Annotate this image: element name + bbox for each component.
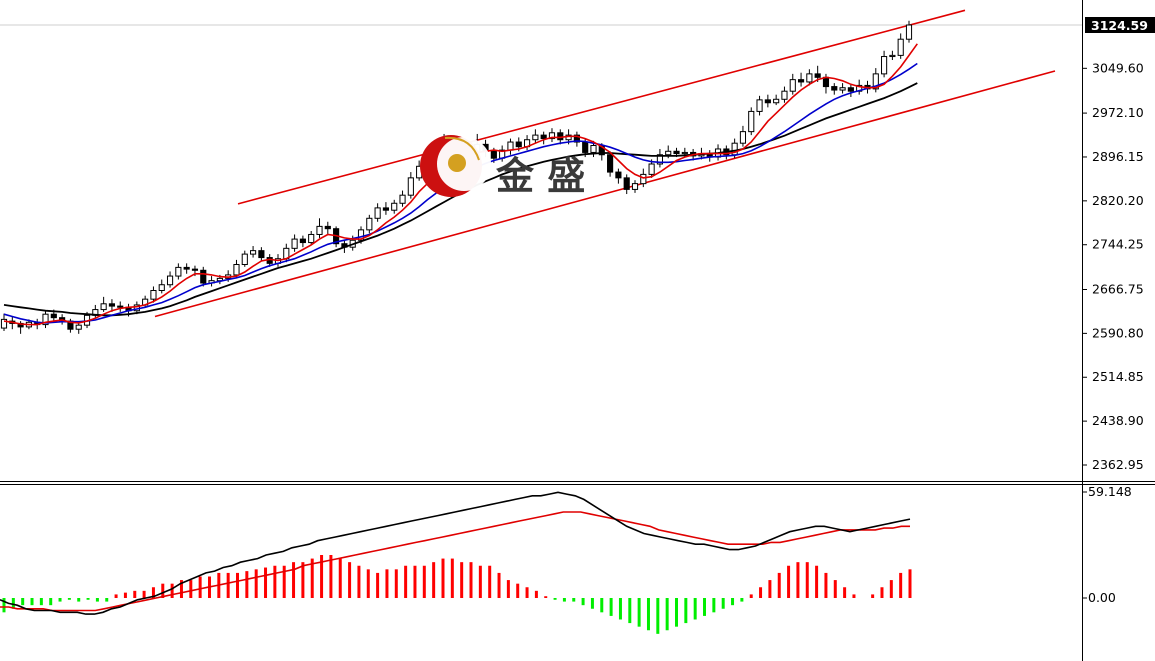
candle-bear bbox=[847, 87, 854, 92]
current-price-tag: 3124.59 bbox=[1085, 17, 1155, 33]
candle-bull bbox=[681, 151, 688, 155]
candle-bear bbox=[822, 76, 830, 88]
candle-bear bbox=[764, 99, 771, 104]
candle-bear bbox=[582, 141, 589, 153]
macd-dif-line bbox=[0, 491, 911, 615]
candle-bull bbox=[150, 290, 157, 300]
price-tick-label: 3049.60 bbox=[1092, 60, 1144, 75]
candle-bear bbox=[50, 313, 57, 319]
trend-channel bbox=[154, 9, 1056, 318]
channel-lower-line bbox=[154, 70, 1056, 318]
candle-bull bbox=[407, 177, 414, 196]
candle-bull bbox=[0, 318, 8, 329]
candle-bear bbox=[490, 150, 497, 159]
current-price-label: 3124.59 bbox=[1091, 18, 1148, 33]
candle-bull bbox=[881, 56, 888, 75]
candle-bull bbox=[631, 183, 639, 190]
candle-bear bbox=[540, 134, 547, 140]
candle-bear bbox=[623, 177, 630, 190]
candle-bear bbox=[299, 238, 306, 244]
candle-bull bbox=[316, 225, 323, 235]
candle-bear bbox=[117, 305, 124, 308]
crescent-globe-logo-icon bbox=[420, 135, 491, 197]
candle-bull bbox=[175, 266, 182, 277]
candle-bull bbox=[241, 253, 248, 266]
candle-bull bbox=[507, 141, 514, 151]
price-tick-label: 2820.20 bbox=[1092, 193, 1144, 208]
candle-bull bbox=[905, 24, 913, 40]
price-tick-label: 2896.15 bbox=[1092, 149, 1144, 164]
macd-lines bbox=[0, 491, 911, 615]
candle-bull bbox=[374, 207, 381, 219]
price-tick-label: 2438.90 bbox=[1092, 413, 1144, 428]
price-tick-label: 2666.75 bbox=[1092, 281, 1144, 296]
macd-axis: 59.148 0.00 bbox=[1082, 484, 1132, 605]
price-tick-label: 2590.80 bbox=[1092, 325, 1144, 340]
candle-bull bbox=[756, 99, 763, 112]
candle-bear bbox=[191, 268, 199, 271]
candle-bull bbox=[773, 98, 780, 104]
candle-bear bbox=[557, 132, 564, 141]
candle-bull bbox=[166, 275, 174, 286]
macd-tick-label: 59.148 bbox=[1088, 484, 1132, 499]
candle-bull bbox=[789, 79, 796, 92]
candle-bull bbox=[548, 132, 556, 140]
candle-bull bbox=[748, 110, 755, 133]
price-tick-label: 2514.85 bbox=[1092, 369, 1144, 384]
candle-bull bbox=[75, 324, 82, 330]
macd-tick-label: 0.00 bbox=[1088, 590, 1116, 605]
candle-bull bbox=[839, 87, 846, 91]
candle-bear bbox=[183, 266, 190, 270]
candle-bear bbox=[382, 207, 390, 211]
price-axis: 3049.60 2972.10 2896.15 2820.20 2744.25 2666.… bbox=[1082, 60, 1144, 472]
candle-bull bbox=[656, 154, 663, 165]
candle-bull bbox=[739, 131, 747, 144]
candle-bull bbox=[806, 73, 813, 83]
candle-bull bbox=[308, 233, 315, 244]
candle-bear bbox=[831, 86, 838, 91]
candle-bear bbox=[607, 154, 614, 173]
candle-bear bbox=[200, 269, 207, 284]
candle-bear bbox=[673, 150, 680, 155]
candle-bull bbox=[648, 163, 655, 175]
candle-bull bbox=[291, 238, 298, 249]
candle-bear bbox=[324, 225, 331, 230]
candle-bear bbox=[797, 79, 805, 83]
channel-upper-line bbox=[237, 9, 966, 205]
price-tick-label: 2362.95 bbox=[1092, 457, 1144, 472]
candle-bear bbox=[515, 141, 522, 148]
candle-bear bbox=[615, 171, 622, 179]
candle-bull bbox=[590, 145, 597, 153]
candle-bull bbox=[781, 90, 788, 100]
price-tick-label: 2972.10 bbox=[1092, 105, 1144, 120]
candle-bull bbox=[250, 250, 257, 255]
candle-bull bbox=[357, 229, 365, 241]
candle-bull bbox=[399, 194, 406, 204]
price-tick-label: 2744.25 bbox=[1092, 237, 1144, 252]
watermark-text: 金 盛 bbox=[495, 154, 585, 198]
candle-bull bbox=[42, 313, 49, 326]
candle-bull bbox=[532, 134, 539, 141]
candle-bull bbox=[897, 38, 904, 56]
candle-bear bbox=[258, 250, 265, 259]
candle-bull bbox=[391, 202, 398, 211]
candle-bull bbox=[889, 54, 896, 58]
candle-bull bbox=[100, 303, 107, 311]
candle-bull bbox=[233, 264, 240, 276]
candle-bear bbox=[814, 73, 821, 78]
candle-bull bbox=[665, 150, 672, 156]
candle-bull bbox=[366, 217, 373, 231]
candle-bull bbox=[872, 73, 879, 90]
candle-bear bbox=[108, 303, 116, 307]
candle-bear bbox=[573, 134, 580, 143]
candle-bull bbox=[640, 173, 647, 185]
candle-bull bbox=[158, 284, 165, 292]
